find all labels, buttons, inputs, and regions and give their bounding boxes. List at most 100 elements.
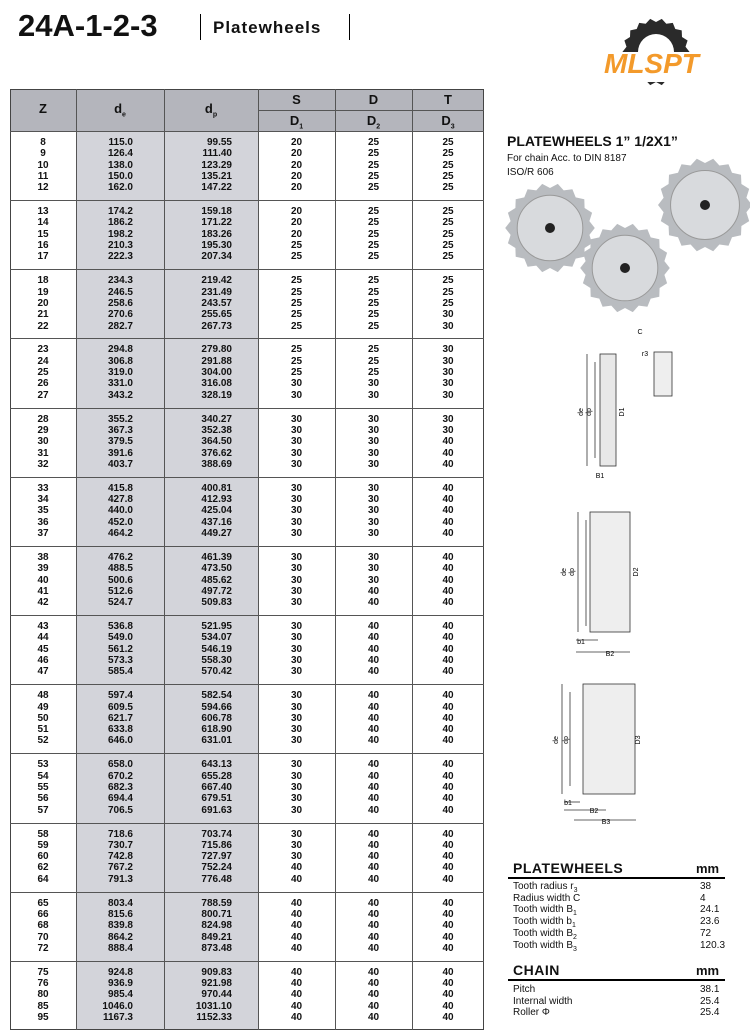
spec-label: Internal width	[513, 996, 572, 1007]
table-cell: 40	[442, 701, 454, 713]
table-cell: 40	[442, 839, 454, 851]
group-line	[10, 684, 484, 686]
table-cell: 40	[367, 828, 380, 840]
spec-rule	[508, 979, 725, 981]
table-cell: 924.8	[107, 966, 133, 978]
table-cell: 68	[37, 920, 49, 932]
table-cell: 28	[37, 413, 49, 425]
table-cell: 40	[367, 1012, 380, 1024]
table-cell: 9	[40, 148, 46, 160]
table-cell: 30	[367, 574, 380, 586]
table-cell: 76	[37, 978, 49, 990]
table-cell: 219.42	[201, 275, 232, 287]
spec-value: 25.4	[700, 995, 720, 1007]
table-cell: 30	[367, 505, 380, 517]
table-cell: 25	[367, 367, 380, 379]
table-cell: 658.0	[107, 759, 133, 771]
table-cell: 631.01	[201, 735, 232, 747]
table-cell: 582.54	[201, 690, 232, 702]
table-cell: 53	[37, 759, 49, 771]
table-cell: 70	[37, 931, 49, 943]
table-cell: 25	[367, 320, 380, 332]
column-subheader: D1	[258, 113, 335, 131]
spec-label-sub: 2	[573, 933, 577, 941]
table-cell: 352.38	[201, 424, 232, 436]
table-cell: 473.50	[201, 563, 232, 575]
spec-label-sub: 3	[573, 887, 578, 894]
table-cell: 38	[37, 551, 49, 563]
logo-text: MLSPT	[604, 48, 699, 79]
table-cell: 80	[37, 989, 49, 1001]
table-cell: 41	[37, 585, 49, 597]
table-cell: 30	[290, 724, 303, 736]
spec-label-text: Tooth radius r	[513, 881, 574, 892]
table-cell: 873.48	[201, 942, 232, 954]
table-cell: 25	[367, 309, 380, 321]
table-cell: 40	[367, 897, 380, 909]
table-cell: 30	[442, 320, 454, 332]
table-cell: 210.3	[107, 240, 133, 252]
table-cell: 452.0	[107, 516, 133, 528]
header-sub: e	[122, 111, 126, 119]
table-cell: 633.8	[107, 724, 133, 736]
column-line	[412, 89, 413, 1030]
spec-label: Tooth width B2	[513, 928, 577, 941]
group-line	[10, 960, 484, 962]
spec-unit: mm	[696, 861, 720, 876]
table-cell: 270.6	[107, 309, 133, 321]
table-cell: 65	[37, 897, 49, 909]
drawing-body	[582, 683, 636, 795]
spec-label: Tooth radius r3	[513, 881, 578, 894]
table-cell: 40	[442, 690, 454, 702]
table-cell: 546.19	[201, 643, 232, 655]
drawing-label: r3	[642, 351, 648, 358]
table-cell: 25	[442, 217, 454, 229]
group-line	[10, 338, 484, 340]
drawing-label: C	[637, 329, 642, 336]
table-cell: 150.0	[107, 170, 133, 182]
drawing-label: B3	[602, 819, 611, 826]
table-cell: 30	[290, 621, 303, 633]
table-cell: 30	[290, 389, 303, 401]
table-cell: 47	[37, 666, 49, 678]
table-cell: 500.6	[107, 574, 133, 586]
table-cell: 13	[37, 206, 49, 218]
drawing-label: D3	[635, 735, 642, 744]
table-cell: 40	[442, 574, 454, 586]
table-cell: 40	[367, 793, 380, 805]
logo-hub	[638, 34, 674, 70]
table-cell: 40	[442, 436, 454, 448]
table-cell: 30	[442, 344, 454, 356]
table-cell: 30	[290, 563, 303, 575]
table-cell: 40	[442, 597, 454, 609]
table-cell: 618.90	[201, 724, 232, 736]
table-cell: 10	[37, 159, 49, 171]
product-note: ISO/R 606	[507, 167, 554, 178]
drawing-label: B2	[590, 808, 599, 815]
row-line	[258, 110, 484, 111]
table-cell: 30	[367, 378, 380, 390]
group-line	[10, 615, 484, 617]
table-cell: 25	[442, 206, 454, 218]
table-cell: 328.19	[201, 389, 232, 401]
table-cell: 40	[367, 966, 380, 978]
table-cell: 40	[37, 574, 49, 586]
table-cell: 40	[442, 643, 454, 655]
table-cell: 43	[37, 621, 49, 633]
table-cell: 40	[367, 770, 380, 782]
table-cell: 85	[37, 1000, 49, 1012]
table-cell: 40	[367, 759, 380, 771]
table-cell: 25	[290, 355, 303, 367]
table-cell: 524.7	[107, 597, 133, 609]
table-cell: 20	[290, 159, 303, 171]
table-cell: 20	[290, 217, 303, 229]
table-cell: 44	[37, 632, 49, 644]
table-cell: 40	[442, 621, 454, 633]
table-cell: 488.5	[107, 563, 133, 575]
table-cell: 437.16	[201, 516, 232, 528]
table-cell: 40	[290, 966, 303, 978]
table-cell: 279.80	[201, 344, 232, 356]
table-cell: 643.13	[201, 759, 232, 771]
group-line	[10, 269, 484, 271]
